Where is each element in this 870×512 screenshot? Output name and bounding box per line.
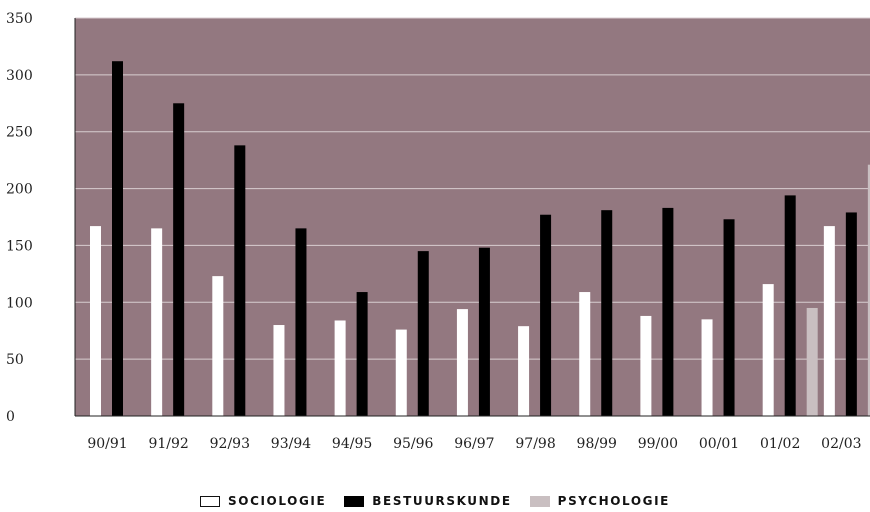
y-tick-label: 300 bbox=[6, 68, 33, 84]
legend-swatch-sociologie bbox=[200, 495, 221, 507]
bar-psychologie-02-03 bbox=[867, 164, 870, 416]
bar-bestuurskunde-99-00 bbox=[662, 207, 674, 416]
x-tick-label: 91/92 bbox=[148, 436, 188, 452]
x-tick-label: 90/91 bbox=[87, 436, 127, 452]
legend-label-psychologie: PSYCHOLOGIE bbox=[557, 494, 670, 508]
bar-bestuurskunde-01-02 bbox=[784, 195, 796, 416]
bar-bestuurskunde-96-97 bbox=[478, 247, 490, 416]
x-tick-label: 92/93 bbox=[210, 436, 250, 452]
y-tick-label: 0 bbox=[6, 409, 15, 425]
legend-label-bestuurskunde: BESTUURSKUNDE bbox=[372, 494, 512, 508]
bar-bestuurskunde-91-92 bbox=[173, 103, 185, 417]
legend-item-bestuurskunde: BESTUURSKUNDE bbox=[344, 494, 511, 508]
bar-psychologie-01-02 bbox=[806, 307, 818, 416]
bar-sociologie-98-99 bbox=[579, 292, 591, 416]
bar-sociologie-91-92 bbox=[151, 228, 163, 416]
bar-sociologie-01-02 bbox=[762, 284, 774, 416]
y-tick-label: 50 bbox=[6, 352, 24, 368]
bar-bestuurskunde-94-95 bbox=[356, 292, 368, 416]
y-tick-label: 250 bbox=[6, 125, 33, 141]
bar-sociologie-95-96 bbox=[395, 329, 407, 416]
bar-bestuurskunde-92-93 bbox=[234, 145, 246, 417]
x-tick-label: 93/94 bbox=[271, 436, 311, 452]
bar-bestuurskunde-00-01 bbox=[723, 219, 735, 416]
x-tick-label: 02/03 bbox=[821, 436, 861, 452]
x-tick-label: 01/02 bbox=[760, 436, 800, 452]
y-tick-label: 150 bbox=[6, 238, 33, 254]
y-tick-labels: 0 50 100 150 200 250 300 350 bbox=[6, 11, 33, 425]
x-tick-label: 99/00 bbox=[638, 436, 678, 452]
y-tick-label: 350 bbox=[6, 11, 33, 27]
legend: SOCIOLOGIE BESTUURSKUNDE PSYCHOLOGIE bbox=[0, 494, 870, 508]
y-tick-label: 200 bbox=[6, 182, 33, 198]
bar-bestuurskunde-93-94 bbox=[295, 228, 307, 416]
gridlines bbox=[75, 17, 870, 360]
legend-swatch-psychologie bbox=[529, 495, 550, 507]
bar-bestuurskunde-02-03 bbox=[845, 212, 857, 416]
y-tick-label: 100 bbox=[6, 295, 33, 311]
bar-bestuurskunde-98-99 bbox=[601, 210, 613, 416]
x-tick-label: 94/95 bbox=[332, 436, 372, 452]
bar-bestuurskunde-90-91 bbox=[112, 61, 123, 417]
x-tick-labels: 90/91 91/92 92/93 93/94 94/95 95/96 96/97 97/98… bbox=[87, 436, 861, 452]
plot-area bbox=[75, 18, 870, 416]
bar-sociologie-97-98 bbox=[518, 326, 530, 416]
bar-sociologie-92-93 bbox=[212, 276, 224, 416]
legend-label-sociologie: SOCIOLOGIE bbox=[228, 494, 327, 508]
bars-group bbox=[90, 61, 870, 417]
legend-swatch-bestuurskunde bbox=[344, 495, 365, 507]
bar-bestuurskunde-95-96 bbox=[417, 251, 429, 416]
bar-sociologie-93-94 bbox=[273, 325, 285, 416]
bar-sociologie-94-95 bbox=[334, 320, 346, 416]
x-tick-label: 95/96 bbox=[393, 436, 433, 452]
legend-item-sociologie: SOCIOLOGIE bbox=[200, 494, 326, 508]
bar-chart: 0 50 100 150 200 250 300 350 90/91 91/92 92/93 93/… bbox=[6, 11, 870, 452]
bar-sociologie-02-03 bbox=[823, 226, 835, 416]
x-tick-label: 00/01 bbox=[699, 436, 739, 452]
x-tick-label: 97/98 bbox=[515, 436, 555, 452]
x-tick-label: 98/99 bbox=[577, 436, 617, 452]
bar-sociologie-00-01 bbox=[701, 319, 713, 416]
bar-sociologie-96-97 bbox=[456, 309, 468, 416]
legend-item-psychologie: PSYCHOLOGIE bbox=[529, 494, 670, 508]
bar-sociologie-99-00 bbox=[640, 315, 652, 416]
x-tick-label: 96/97 bbox=[454, 436, 494, 452]
bar-bestuurskunde-97-98 bbox=[540, 214, 552, 416]
bar-sociologie-90-91 bbox=[90, 226, 101, 416]
